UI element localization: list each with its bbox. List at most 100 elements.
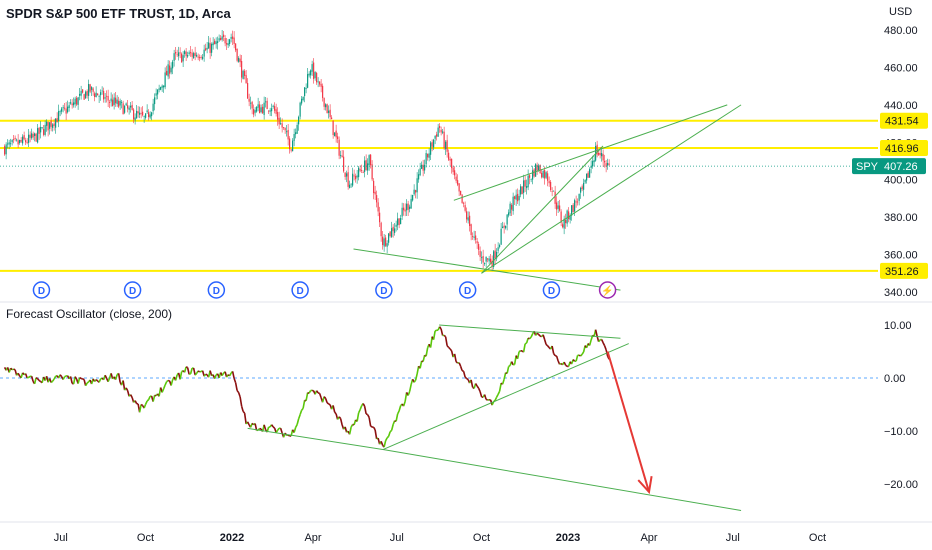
candle-body [587,172,589,178]
candle-body [461,194,463,203]
candle-body [307,74,309,88]
candle-body [110,98,112,102]
oscillator-segment [140,403,144,407]
oscillator-segment [332,405,336,413]
candle-body [389,231,391,237]
oscillator-trendline[interactable] [382,449,742,511]
oscillator-segment [536,332,540,336]
candle-body [397,218,399,226]
candle-body [422,164,424,171]
oscillator-segment [237,392,241,398]
oscillator-axis-tick-label: 0.00 [884,373,905,385]
candle-body [106,95,108,97]
candle-body [373,180,375,194]
candle-body [592,161,594,167]
oscillator-trendline[interactable] [439,324,621,339]
price-trendline[interactable] [453,104,728,201]
candle-body [229,39,231,44]
oscillator-segment [24,373,28,379]
dividend-event-icon[interactable] [32,281,51,299]
candle-body [184,51,186,55]
oscillator-segment [559,362,562,365]
oscillator-segment [195,370,199,374]
projection-arrow-line[interactable] [606,351,650,493]
candle-body [514,196,516,199]
oscillator-segment [503,372,507,380]
oscillator-segment [479,391,483,398]
oscillator-segment [458,362,462,367]
price-trendline[interactable] [481,145,604,274]
oscillator-segment [529,336,532,340]
candle-body [347,172,349,187]
candle-body [320,83,322,87]
time-axis-tick-label: Jul [390,532,404,544]
candle-body [41,127,43,129]
candle-body [379,212,381,223]
candle-body [572,204,574,213]
candle-body [455,176,457,181]
candle-body [344,172,346,177]
oscillator-trendline[interactable] [382,343,629,451]
oscillator-segment [466,377,469,381]
oscillator-segment [315,390,319,394]
oscillator-segment [432,330,436,340]
candle-body [116,99,118,105]
oscillator-segment [387,431,391,437]
candle-body [529,175,531,178]
price-axis-tick-label: 480.00 [884,25,918,37]
split-event-icon[interactable] [598,281,617,299]
candle-body [497,247,499,251]
price-axis-tick-label: 360.00 [884,250,918,262]
oscillator-segment [522,343,526,353]
candle-body [136,110,138,119]
dividend-event-icon[interactable] [291,281,309,299]
candle-body [293,134,295,141]
spy-symbol-label: SPY [856,161,879,173]
oscillator-segment [578,354,581,357]
candle-body [161,85,163,88]
oscillator-segment [448,346,451,350]
dividend-event-icon[interactable] [375,281,393,299]
dividend-event-icon[interactable] [542,281,561,299]
candle-body [157,89,159,95]
oscillator-segment [508,364,511,368]
oscillator-segment [547,345,550,349]
candle-body [490,258,492,263]
oscillator-segment [305,392,309,401]
candle-body [209,43,211,53]
oscillator-segment [462,371,466,378]
level-price-tag [880,139,928,156]
candle-body [421,164,423,169]
candle-body [337,136,339,140]
candle-body [100,92,102,96]
candle-body [4,146,6,155]
oscillator-segment [59,374,63,378]
candle-body [520,186,522,195]
spy-price-badge [852,158,926,175]
candle-body [77,97,79,105]
candle-body [544,169,546,179]
oscillator-trendline[interactable] [247,427,384,451]
candle-body [305,88,307,89]
dividend-event-icon[interactable] [123,281,142,299]
oscillator-segment [498,382,502,392]
price-axis-tick-label: 440.00 [884,100,918,112]
oscillator-segment [597,339,601,343]
time-axis-tick-label: 2022 [220,532,244,544]
candle-body [566,210,568,224]
candle-body [227,43,229,46]
time-axis-tick-label: Apr [640,532,657,544]
candle-body [295,132,297,135]
candle-body [302,96,304,100]
dividend-event-icon[interactable] [207,281,226,299]
oscillator-segment [506,366,510,374]
candle-body [289,138,291,150]
candle-body [518,195,520,201]
candle-body [148,112,150,117]
oscillator-segment [95,379,99,382]
dividend-event-icon[interactable] [458,281,477,299]
candle-body [383,238,385,247]
candle-body [131,104,133,110]
price-trendline[interactable] [481,104,742,274]
